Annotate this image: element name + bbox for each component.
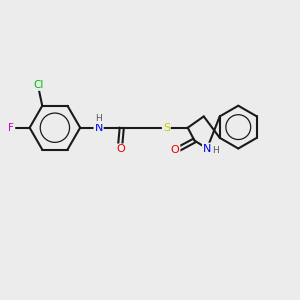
- Text: N: N: [94, 123, 103, 133]
- Text: H: H: [95, 114, 102, 123]
- Text: Cl: Cl: [34, 80, 44, 90]
- Text: H: H: [213, 146, 219, 154]
- Text: O: O: [171, 145, 179, 155]
- Text: S: S: [163, 123, 170, 133]
- Text: O: O: [116, 144, 125, 154]
- Text: N: N: [203, 143, 211, 154]
- Text: F: F: [8, 123, 14, 133]
